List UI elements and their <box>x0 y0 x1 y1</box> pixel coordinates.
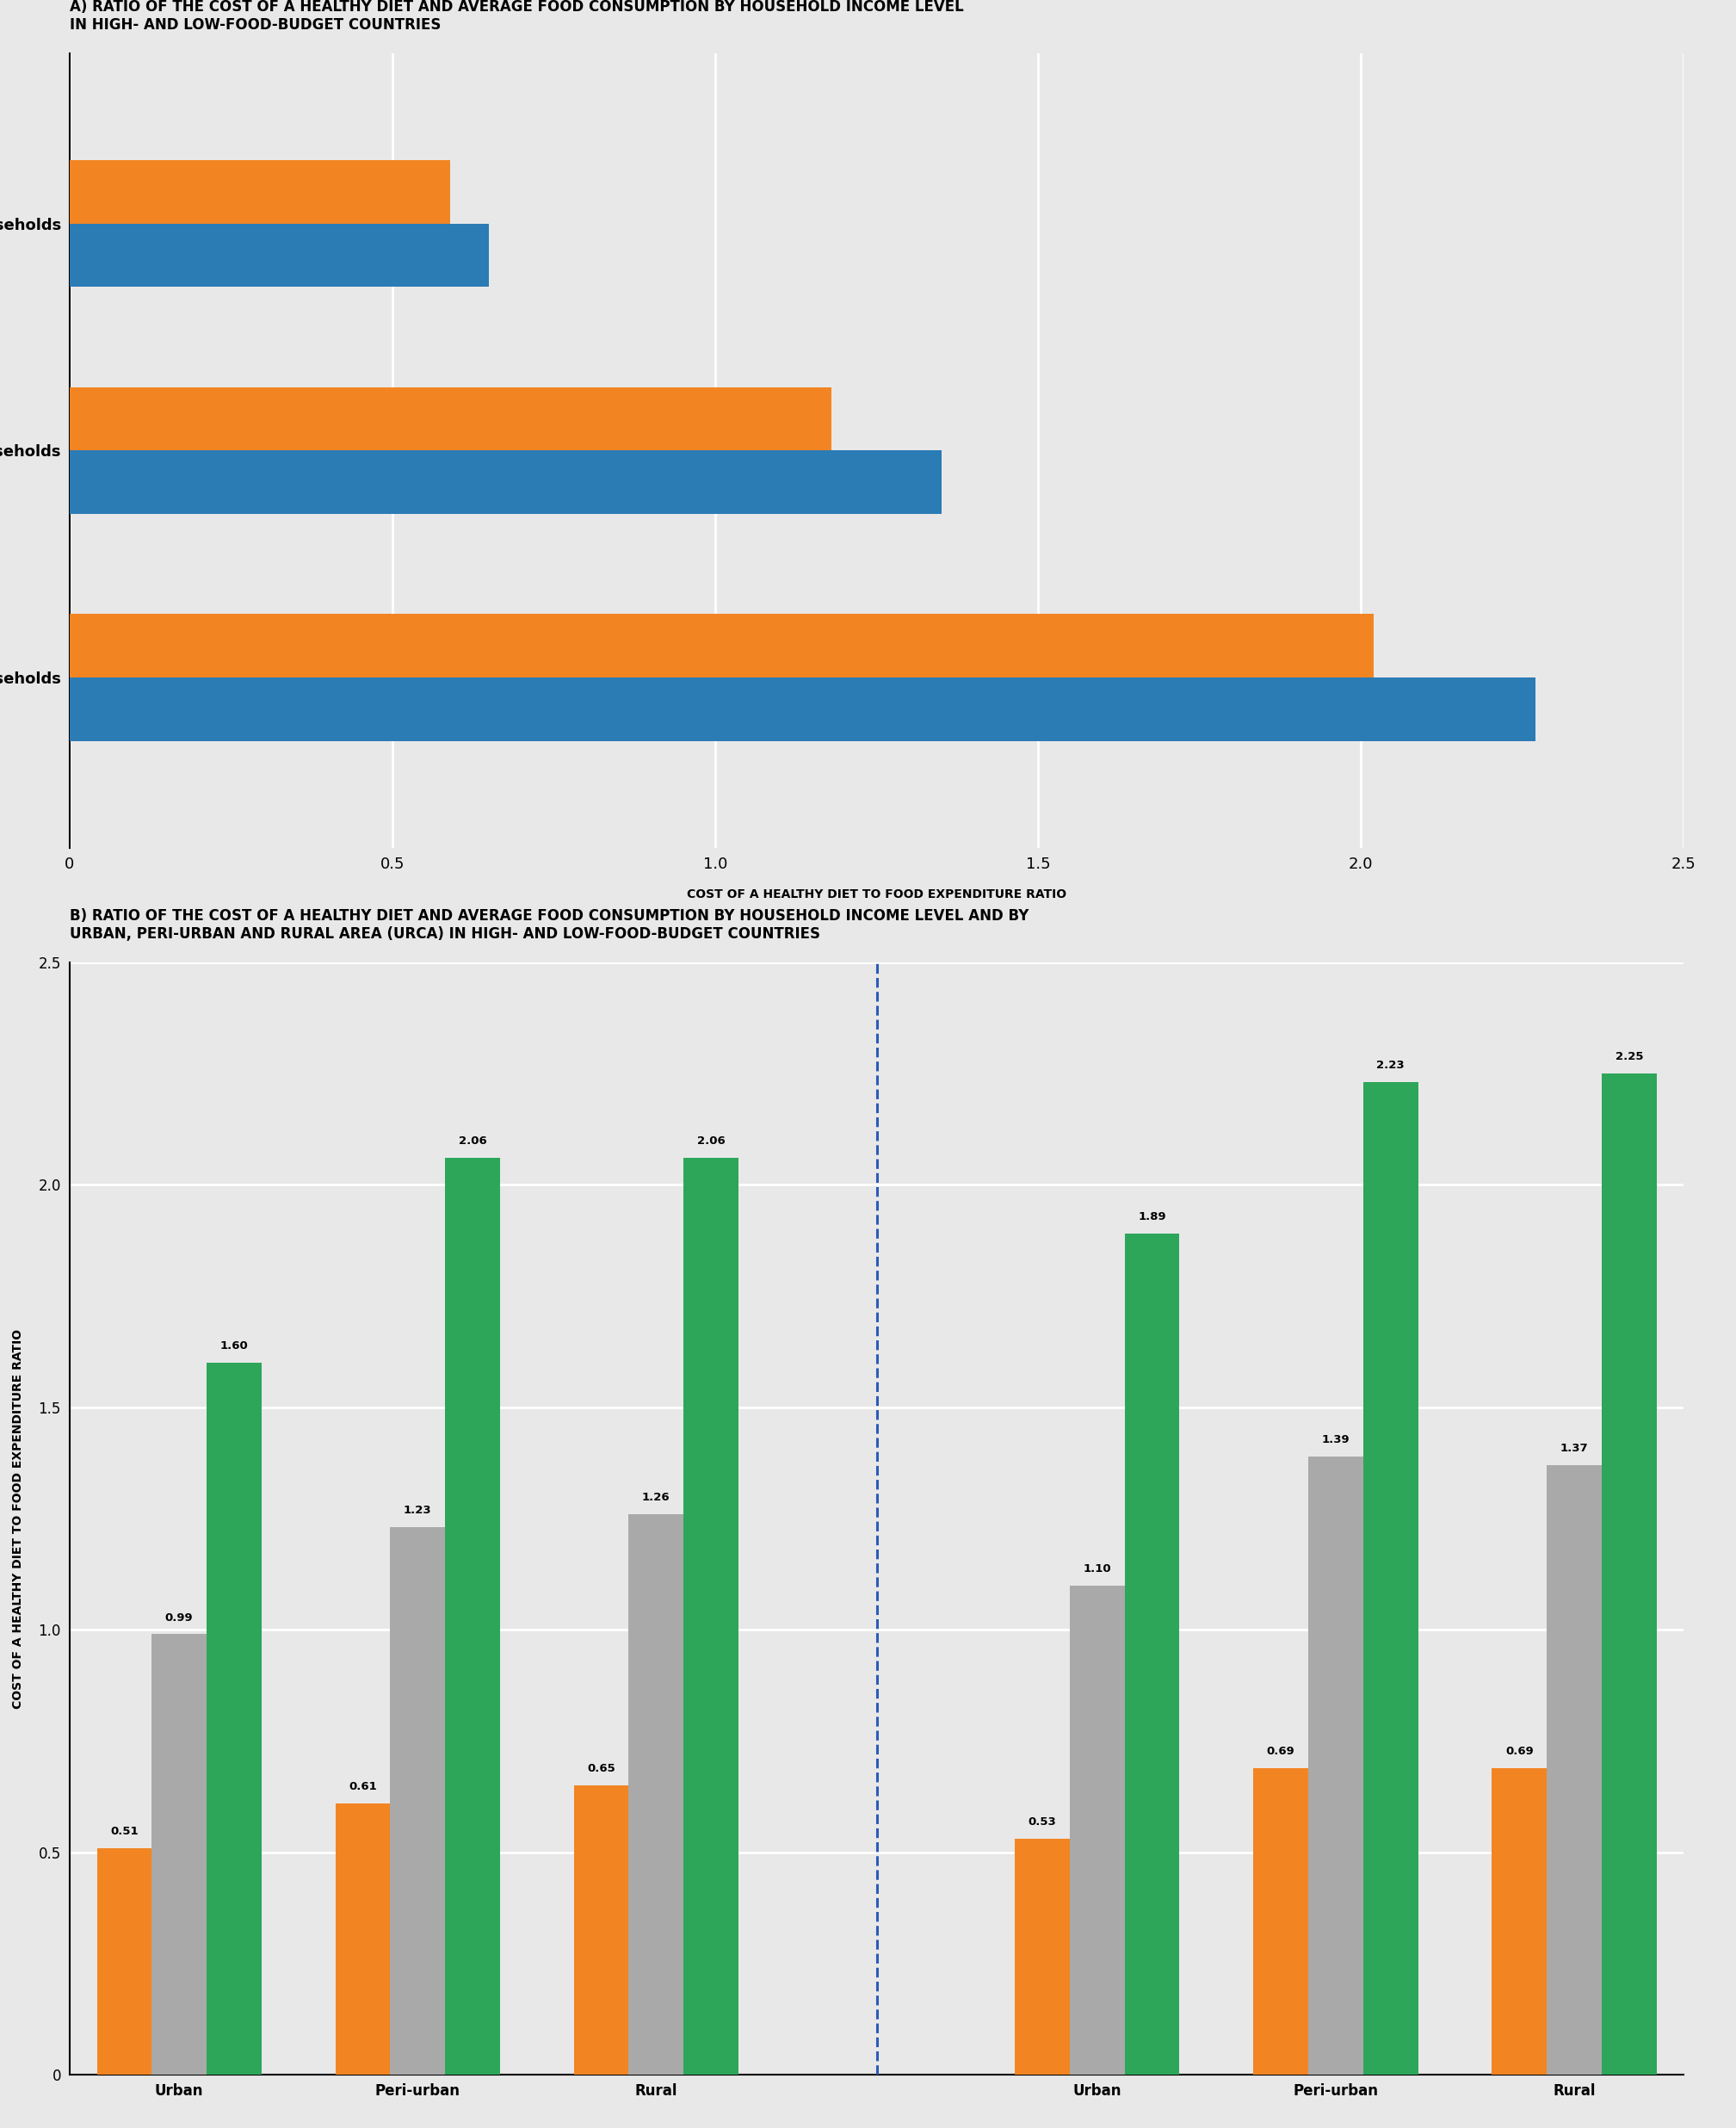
Bar <box>69 160 450 223</box>
Y-axis label: COST OF A HEALTHY DIET TO FOOD EXPENDITURE RATIO: COST OF A HEALTHY DIET TO FOOD EXPENDITU… <box>12 1328 24 1709</box>
Text: 1.26: 1.26 <box>642 1492 670 1502</box>
Bar <box>1491 1768 1547 2075</box>
Text: 2.25: 2.25 <box>1614 1051 1642 1062</box>
Bar <box>444 1158 500 2075</box>
X-axis label: COST OF A HEALTHY DIET TO FOOD EXPENDITURE RATIO: COST OF A HEALTHY DIET TO FOOD EXPENDITU… <box>687 890 1066 900</box>
Text: 1.60: 1.60 <box>220 1341 248 1351</box>
Bar <box>1363 1083 1418 2075</box>
Bar <box>391 1528 444 2075</box>
Bar <box>207 1362 262 2075</box>
Bar <box>1253 1768 1309 2075</box>
Text: 2.06: 2.06 <box>458 1136 486 1147</box>
Bar <box>69 451 941 515</box>
Bar <box>97 1847 151 2075</box>
Text: 1.39: 1.39 <box>1321 1434 1351 1445</box>
Text: 2.23: 2.23 <box>1377 1060 1404 1070</box>
Bar <box>1125 1234 1179 2075</box>
Bar <box>628 1515 684 2075</box>
Bar <box>575 1785 628 2075</box>
Bar <box>1547 1466 1602 2075</box>
Bar <box>151 1634 207 2075</box>
Text: 0.65: 0.65 <box>587 1764 615 1775</box>
Bar <box>684 1158 738 2075</box>
Text: 0.61: 0.61 <box>349 1781 377 1792</box>
Bar <box>335 1802 391 2075</box>
Bar <box>69 615 1373 677</box>
Text: 0.51: 0.51 <box>111 1826 139 1836</box>
Text: 0.69: 0.69 <box>1505 1745 1533 1756</box>
Text: B) RATIO OF THE COST OF A HEALTHY DIET AND AVERAGE FOOD CONSUMPTION BY HOUSEHOLD: B) RATIO OF THE COST OF A HEALTHY DIET A… <box>69 909 1028 943</box>
Bar <box>1602 1073 1656 2075</box>
Text: 0.99: 0.99 <box>165 1611 193 1624</box>
Bar <box>69 387 832 451</box>
Legend: High-food-budget countries, Low-food-budget countries: High-food-budget countries, Low-food-bud… <box>207 1083 710 1111</box>
Bar <box>69 677 1535 741</box>
Text: 1.37: 1.37 <box>1561 1443 1588 1453</box>
Text: 1.23: 1.23 <box>403 1504 432 1517</box>
Text: 0.69: 0.69 <box>1267 1745 1295 1756</box>
Text: 2.06: 2.06 <box>696 1136 726 1147</box>
Text: 1.89: 1.89 <box>1139 1211 1167 1224</box>
Bar <box>1069 1585 1125 2075</box>
Text: 0.53: 0.53 <box>1028 1817 1057 1828</box>
Bar <box>69 223 490 287</box>
Text: 1.10: 1.10 <box>1083 1562 1111 1575</box>
Bar <box>1309 1456 1363 2075</box>
Text: A) RATIO OF THE COST OF A HEALTHY DIET AND AVERAGE FOOD CONSUMPTION BY HOUSEHOLD: A) RATIO OF THE COST OF A HEALTHY DIET A… <box>69 0 963 32</box>
Bar <box>1016 1839 1069 2075</box>
